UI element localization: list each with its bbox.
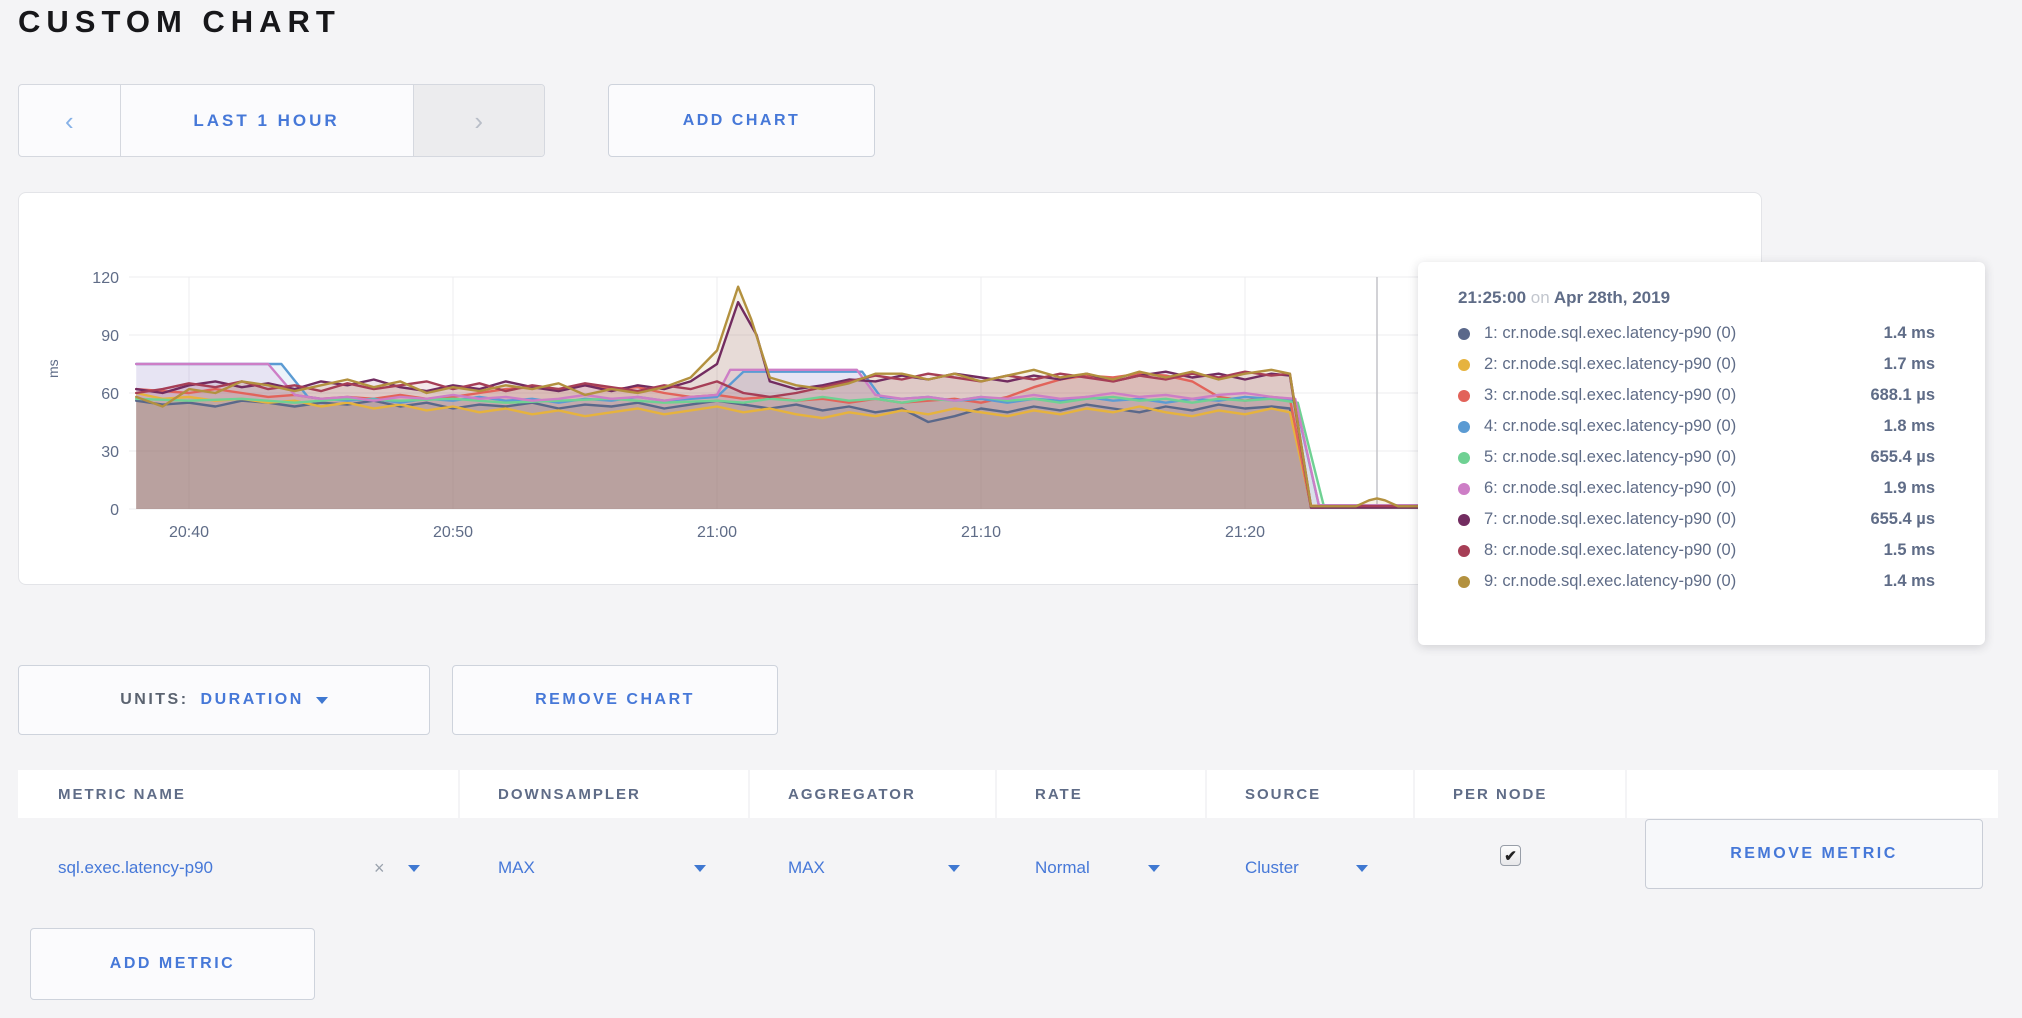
- svg-text:60: 60: [101, 386, 119, 403]
- tooltip-series-row: 5: cr.node.sql.exec.latency-p90 (0) 655.4…: [1456, 442, 1935, 473]
- column-header-per-node: PER NODE: [1415, 770, 1625, 818]
- series-color-dot: [1458, 544, 1470, 557]
- chevron-down-icon: [694, 864, 706, 872]
- time-range-button[interactable]: LAST 1 HOUR: [121, 85, 413, 156]
- chevron-down-icon: [315, 696, 328, 704]
- series-color-dot: [1458, 451, 1470, 464]
- column-header-rate: RATE: [997, 770, 1205, 818]
- chevron-right-icon: ›: [474, 105, 484, 136]
- tooltip-series-row: 1: cr.node.sql.exec.latency-p90 (0) 1.4 m…: [1456, 318, 1935, 349]
- time-prev-button[interactable]: ‹: [19, 85, 121, 156]
- svg-text:90: 90: [101, 328, 119, 345]
- svg-text:21:00: 21:00: [697, 524, 737, 541]
- chevron-down-icon: [948, 864, 960, 872]
- aggregator-dropdown[interactable]: [948, 818, 960, 918]
- downsampler-select-value[interactable]: MAX: [498, 858, 535, 877]
- column-header-metric-name: METRIC NAME: [18, 770, 458, 818]
- source-dropdown[interactable]: [1356, 818, 1368, 918]
- time-range-selector: ‹ LAST 1 HOUR ›: [18, 84, 545, 157]
- svg-text:120: 120: [92, 270, 119, 287]
- series-color-dot: [1458, 420, 1470, 433]
- time-next-button[interactable]: ›: [412, 85, 544, 156]
- tooltip-series-row: 4: cr.node.sql.exec.latency-p90 (0) 1.8 m…: [1456, 411, 1935, 442]
- tooltip-conjunction: on: [1530, 288, 1550, 307]
- chevron-down-icon: [1356, 864, 1368, 872]
- rate-select-value[interactable]: Normal: [1035, 858, 1090, 877]
- column-header-downsampler: DOWNSAMPLER: [460, 770, 748, 818]
- remove-metric-button[interactable]: REMOVE METRIC: [1645, 819, 1983, 889]
- column-header-source: SOURCE: [1207, 770, 1413, 818]
- tooltip-series-row: 7: cr.node.sql.exec.latency-p90 (0) 655.4…: [1456, 504, 1935, 535]
- latency-chart-plot[interactable]: 0 30 60 90 120 20:40 20:50 21:00 21:10 21:20: [19, 193, 1763, 586]
- source-select-value[interactable]: Cluster: [1245, 858, 1299, 877]
- units-dropdown[interactable]: UNITS: DURATION: [18, 665, 430, 735]
- clear-metric-icon[interactable]: ×: [374, 857, 385, 878]
- remove-chart-button[interactable]: REMOVE CHART: [452, 665, 778, 735]
- series-color-dot: [1458, 513, 1470, 526]
- rate-dropdown[interactable]: [1148, 818, 1160, 918]
- tooltip-date: Apr 28th, 2019: [1553, 288, 1671, 307]
- svg-text:20:40: 20:40: [169, 524, 209, 541]
- series-color-dot: [1458, 327, 1470, 340]
- svg-text:21:20: 21:20: [1225, 524, 1265, 541]
- chart-tooltip: 21:25:00 on Apr 28th, 2019 1: cr.node.sq…: [1418, 262, 1985, 645]
- page-title: CUSTOM CHART: [18, 4, 341, 39]
- column-header-aggregator: AGGREGATOR: [750, 770, 995, 818]
- aggregator-select-value[interactable]: MAX: [788, 858, 825, 877]
- svg-text:30: 30: [101, 444, 119, 461]
- units-value: DURATION: [200, 691, 304, 708]
- tooltip-time: 21:25:00: [1458, 288, 1527, 307]
- tooltip-series-row: 2: cr.node.sql.exec.latency-p90 (0) 1.7 m…: [1456, 349, 1935, 380]
- tooltip-series-row: 8: cr.node.sql.exec.latency-p90 (0) 1.5 m…: [1456, 535, 1935, 566]
- svg-text:0: 0: [110, 502, 119, 519]
- series-color-dot: [1458, 482, 1470, 495]
- chevron-left-icon: ‹: [64, 105, 74, 136]
- tooltip-timestamp: 21:25:00 on Apr 28th, 2019: [1456, 288, 1935, 308]
- add-metric-button[interactable]: ADD METRIC: [30, 928, 315, 1000]
- series-color-dot: [1458, 575, 1470, 588]
- chevron-down-icon: [1148, 864, 1160, 872]
- per-node-checkbox[interactable]: ✔: [1500, 845, 1521, 866]
- metric-name-value[interactable]: sql.exec.latency-p90: [58, 858, 213, 877]
- tooltip-series-row: 9: cr.node.sql.exec.latency-p90 (0) 1.4 m…: [1456, 566, 1935, 597]
- series-color-dot: [1458, 358, 1470, 371]
- chevron-down-icon: [408, 864, 420, 872]
- metric-name-dropdown[interactable]: [408, 818, 420, 918]
- tooltip-series-row: 6: cr.node.sql.exec.latency-p90 (0) 1.9 m…: [1456, 473, 1935, 504]
- chart-card: ms 0 30 60 90 120 20:40 20:50 21:00 21:10 21:20: [18, 192, 1762, 585]
- units-label: UNITS:: [120, 691, 189, 708]
- tooltip-series-row: 3: cr.node.sql.exec.latency-p90 (0) 688.1…: [1456, 380, 1935, 411]
- downsampler-dropdown[interactable]: [694, 818, 706, 918]
- svg-text:20:50: 20:50: [433, 524, 473, 541]
- add-chart-button[interactable]: ADD CHART: [608, 84, 875, 157]
- series-color-dot: [1458, 389, 1470, 402]
- column-header-actions: [1627, 770, 1998, 818]
- svg-text:21:10: 21:10: [961, 524, 1001, 541]
